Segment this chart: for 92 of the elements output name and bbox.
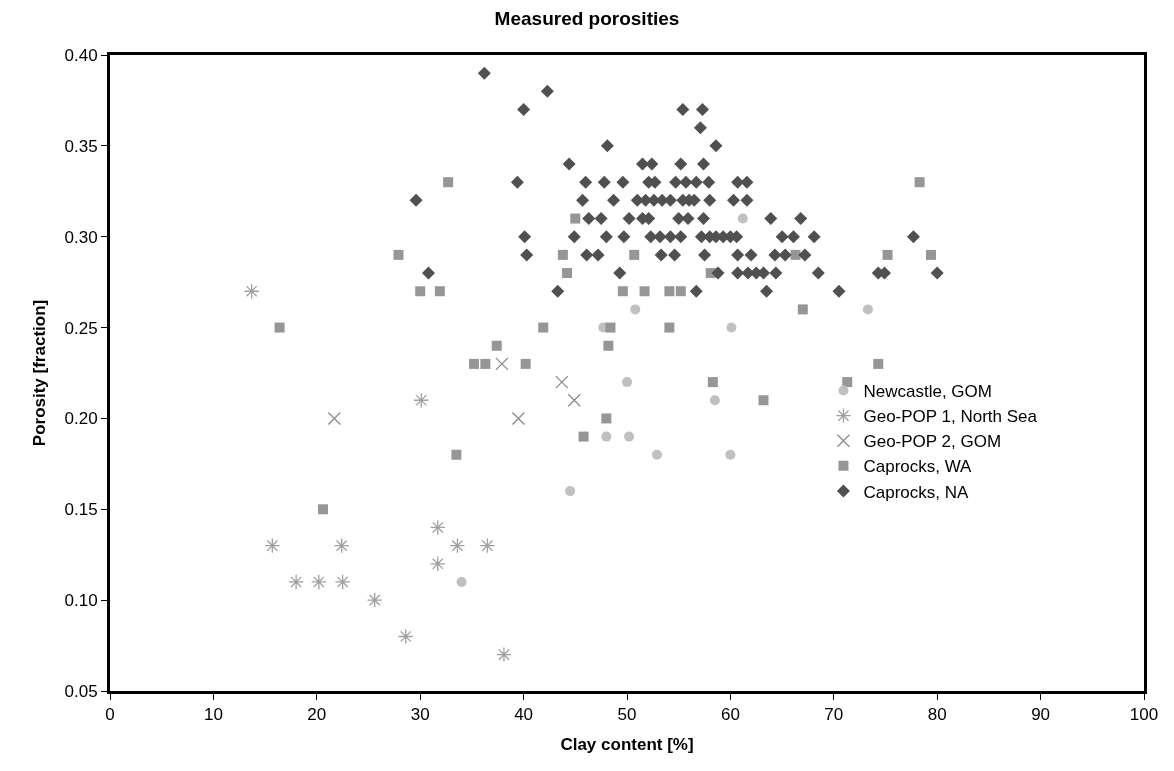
x-tick-label: 50 [617,705,637,725]
point [555,375,569,389]
x-tick-label: 0 [105,705,115,725]
x-axis-title: Clay content [%] [560,734,694,754]
point [664,286,675,297]
point [243,283,260,300]
point [651,449,662,460]
point [333,537,350,554]
point [288,574,304,590]
point [434,286,445,297]
point [709,395,720,406]
point [480,358,491,369]
x-tick-label: 60 [720,705,740,725]
x-tick-label: 10 [203,705,223,725]
point [664,322,675,333]
point [495,357,509,371]
point [790,249,801,260]
point [567,393,581,407]
point [397,628,414,645]
x-tick-label: 90 [1031,705,1051,725]
point [496,646,512,663]
point [538,322,549,333]
x-tick-label: 100 [1129,705,1159,725]
point [601,413,612,424]
point [617,286,628,297]
point [311,574,327,590]
y-tick-label: 0.35 [64,136,98,156]
point [630,304,641,315]
point [725,449,736,460]
point [758,395,769,406]
legend-label: Caprocks, WA [863,457,973,477]
point [707,377,718,388]
x-tick-label: 30 [410,705,430,725]
y-tick-label: 0.10 [64,591,98,611]
point [264,537,281,554]
point [443,177,454,188]
y-tick-label: 0.20 [64,409,98,429]
point [491,340,502,351]
point [393,249,404,260]
legend-label: Newcastle, GOM [863,382,992,402]
point [413,392,430,409]
point [601,431,612,442]
point [624,431,635,442]
point [914,177,925,188]
point [629,249,640,260]
x-tick-label: 70 [824,705,844,725]
point [318,504,328,515]
point [479,537,496,554]
x-tick-label: 80 [927,705,947,725]
point [327,411,342,426]
point [429,519,446,536]
x-tick-label: 40 [514,705,534,725]
point [451,449,462,460]
point [873,358,884,369]
point [520,358,531,369]
point [468,358,479,369]
point [570,213,581,224]
y-tick-label: 0.15 [64,500,98,520]
point [557,249,568,260]
y-tick-label: 0.25 [64,318,98,338]
point [797,304,808,315]
y-tick-label: 0.05 [64,681,98,701]
point [862,304,873,315]
point [334,574,351,590]
point [926,249,936,260]
y-tick-label: 0.40 [64,45,98,65]
legend-label: Geo-POP 2, GOM [863,432,1002,452]
legend-label: Caprocks, NA [863,482,969,502]
y-tick-label: 0.30 [64,227,98,247]
point [603,340,614,351]
point [639,286,650,297]
point [565,486,576,497]
point [429,555,446,572]
x-tick-label: 20 [307,705,327,725]
point [562,268,573,279]
point [578,431,589,442]
chart-title: Measured porosities [494,7,680,29]
point [456,576,467,587]
point [726,322,737,333]
point [605,322,616,333]
point [366,592,383,608]
point [675,286,686,297]
point [511,411,526,426]
point [415,286,426,297]
y-axis-title: Porosity [fraction] [30,299,50,447]
point [274,322,285,333]
point [882,249,893,260]
point [737,213,748,224]
point [622,377,632,388]
point [842,377,853,388]
legend-label: Geo-POP 1, North Sea [863,407,1038,427]
point [449,537,466,554]
